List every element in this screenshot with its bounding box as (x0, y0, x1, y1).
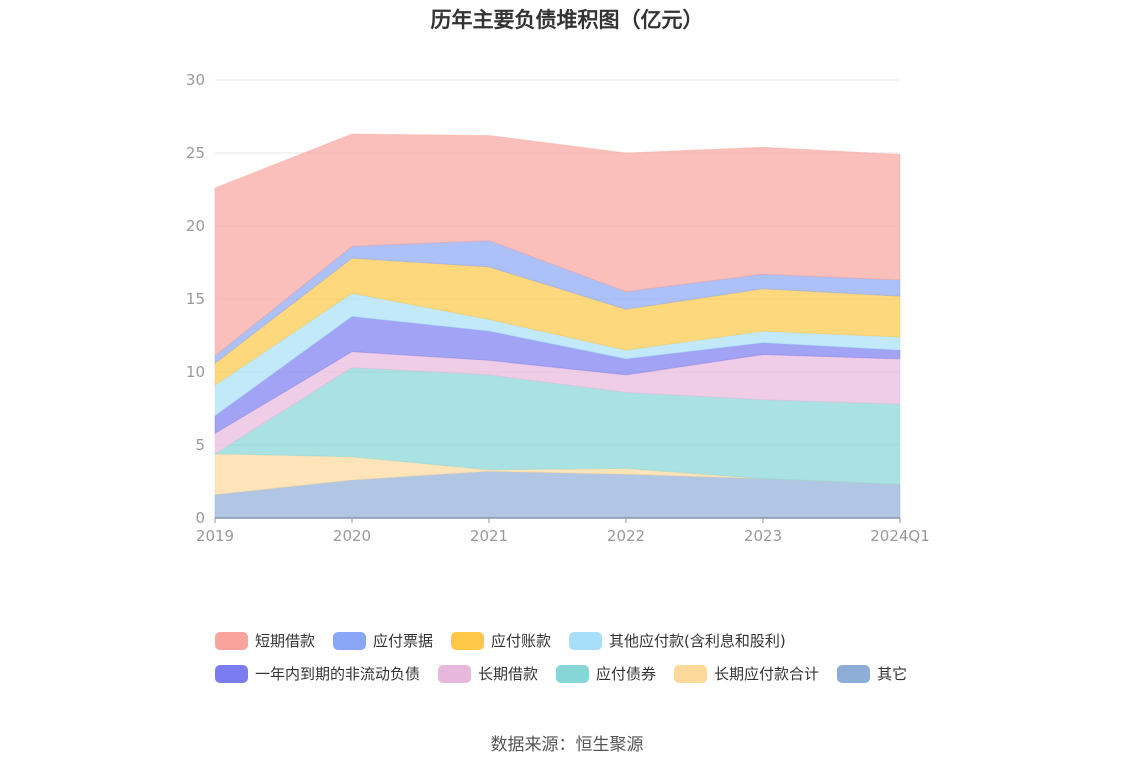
axes: 0 5 10 15 20 25 30 2019 2020 2021 2022 2023 2024Q1 (186, 71, 930, 545)
legend-label: 应付账款 (491, 632, 552, 650)
legend-row: 短期借款 应付票据 应付账款 其他应付款(含利息和股利) (215, 630, 975, 651)
legend-label: 一年内到期的非流动负债 (255, 665, 421, 683)
legend-label: 应付债券 (596, 665, 657, 683)
data-source-note: 数据来源：恒生聚源 (490, 735, 644, 755)
legend-label: 长期应付款合计 (714, 665, 820, 683)
legend-swatch (215, 631, 248, 650)
legend-item[interactable]: 其它 (837, 663, 907, 684)
y-tick-label: 25 (186, 144, 205, 162)
x-tick-label: 2024Q1 (870, 527, 930, 545)
x-tick-label: 2022 (607, 527, 645, 545)
legend-label: 短期借款 (255, 632, 316, 650)
legend-item[interactable]: 其他应付款(含利息和股利) (569, 630, 786, 651)
area-series-8 (214, 133, 901, 357)
legend-label: 其他应付款(含利息和股利) (609, 632, 786, 650)
legend-item[interactable]: 长期借款 (438, 663, 538, 684)
legend-label: 其它 (877, 665, 908, 683)
legend-item[interactable]: 应付账款 (451, 630, 551, 651)
legend-item[interactable]: 应付债券 (556, 663, 656, 684)
legend-item[interactable]: 长期应付款合计 (674, 663, 819, 684)
legend-item[interactable]: 短期借款 (215, 630, 315, 651)
legend-label: 应付票据 (373, 632, 434, 650)
legend-item[interactable]: 一年内到期的非流动负债 (215, 663, 420, 684)
legend-swatch (451, 631, 485, 650)
y-tick-label: 20 (186, 217, 205, 235)
y-tick-label: 10 (186, 363, 205, 381)
stacked-area-chart: 0 5 10 15 20 25 30 2019 2020 2021 2022 2023 2024Q1 (186, 71, 930, 545)
legend: 短期借款 应付票据 应付账款 其他应付款(含利息和股利) 一年内到期的非流动负债 长期借款… (215, 630, 975, 696)
x-tick-label: 2020 (333, 527, 371, 545)
x-tick-label: 2021 (470, 527, 508, 545)
area-series-group (213, 133, 901, 519)
legend-label: 长期借款 (478, 665, 539, 683)
x-tick-label: 2019 (196, 527, 234, 545)
y-tick-label: 5 (195, 436, 205, 454)
legend-row: 一年内到期的非流动负债 长期借款 应付债券 长期应付款合计 其它 (215, 663, 975, 684)
legend-swatch (837, 664, 871, 683)
y-tick-label: 30 (186, 71, 205, 89)
legend-item[interactable]: 应付票据 (333, 630, 433, 651)
legend-swatch (333, 631, 367, 650)
legend-swatch (556, 664, 590, 683)
y-tick-label: 0 (195, 509, 205, 527)
chart-title: 历年主要负债堆积图（亿元） (430, 8, 704, 32)
legend-swatch (215, 664, 248, 683)
legend-swatch (674, 664, 708, 683)
legend-swatch (569, 631, 603, 650)
legend-swatch (438, 664, 472, 683)
y-tick-label: 15 (186, 290, 205, 308)
x-tick-label: 2023 (744, 527, 782, 545)
